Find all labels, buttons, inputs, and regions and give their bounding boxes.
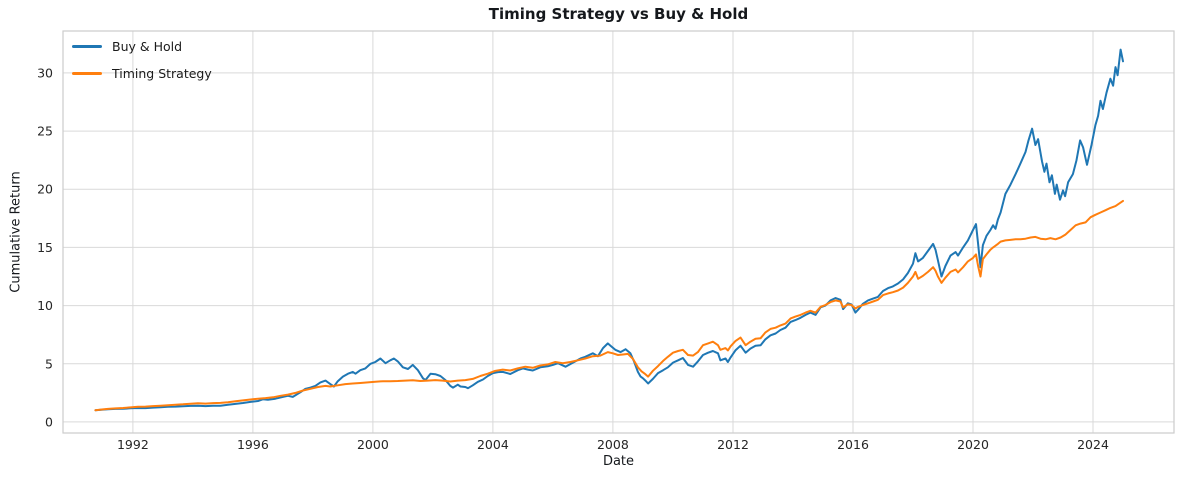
legend-line-swatch-timing-strategy — [72, 72, 102, 75]
svg-text:30: 30 — [37, 65, 53, 80]
svg-text:1992: 1992 — [117, 437, 149, 452]
y-axis-label: Cumulative Return — [8, 171, 24, 293]
svg-text:2020: 2020 — [957, 437, 989, 452]
svg-text:15: 15 — [37, 240, 53, 255]
x-axis-label: Date — [602, 454, 635, 469]
chart-title: Timing Strategy vs Buy & Hold — [488, 5, 749, 23]
legend-line-swatch-buy-hold — [72, 45, 102, 48]
svg-text:1996: 1996 — [237, 437, 269, 452]
svg-text:2008: 2008 — [597, 437, 629, 452]
svg-text:2012: 2012 — [717, 437, 749, 452]
svg-text:2004: 2004 — [477, 437, 509, 452]
legend: Buy & Hold Timing Strategy — [72, 36, 212, 84]
svg-text:2024: 2024 — [1077, 437, 1109, 452]
legend-item-timing-strategy: Timing Strategy — [72, 63, 212, 84]
svg-text:2000: 2000 — [357, 437, 389, 452]
svg-text:2016: 2016 — [837, 437, 869, 452]
svg-text:5: 5 — [45, 356, 53, 371]
legend-item-buy-hold: Buy & Hold — [72, 36, 212, 57]
legend-label-timing-strategy: Timing Strategy — [112, 66, 212, 81]
svg-text:20: 20 — [37, 182, 53, 197]
svg-text:25: 25 — [37, 124, 53, 139]
legend-label-buy-hold: Buy & Hold — [112, 39, 183, 54]
svg-text:0: 0 — [45, 414, 53, 429]
svg-text:10: 10 — [37, 298, 53, 313]
